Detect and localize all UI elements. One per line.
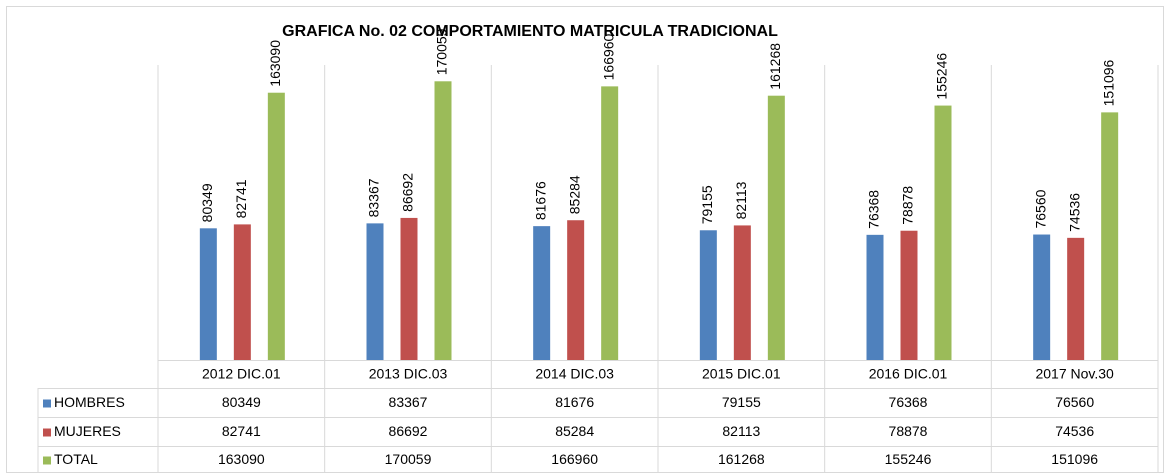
table-cell: 151096 <box>1051 451 1098 467</box>
x-tick-label: 2015 DIC.01 <box>702 366 781 382</box>
data-label: 74536 <box>1066 193 1082 232</box>
table-cell: 85284 <box>555 423 594 439</box>
bar <box>567 220 585 360</box>
x-tick-label: 2013 DIC.03 <box>369 366 448 382</box>
table-cell: 170059 <box>385 451 432 467</box>
table-cell: 74536 <box>1055 423 1094 439</box>
bar <box>733 225 751 360</box>
bar <box>233 224 251 360</box>
table-cell: 76368 <box>889 394 928 410</box>
data-label: 83367 <box>366 178 382 217</box>
data-label: 161268 <box>767 43 783 90</box>
data-label: 151096 <box>1100 59 1116 106</box>
legend-swatch <box>43 399 51 408</box>
table-cell: 79155 <box>722 394 761 410</box>
bar <box>1067 237 1085 360</box>
bar <box>699 230 717 360</box>
table-cell: 82741 <box>222 423 261 439</box>
table-cell: 83367 <box>389 394 428 410</box>
x-tick-label: 2014 DIC.03 <box>535 366 614 382</box>
bar <box>601 86 619 361</box>
table-cell: 82113 <box>722 423 760 439</box>
bar <box>1033 234 1051 360</box>
table-cell: 163090 <box>218 451 265 467</box>
table-cell: 86692 <box>389 423 428 439</box>
table-cell: 166960 <box>551 451 598 467</box>
data-label: 76368 <box>866 190 882 229</box>
table-cell: 80349 <box>222 394 261 410</box>
bar <box>866 234 884 360</box>
table-cell: 155246 <box>885 451 932 467</box>
data-label: 82113 <box>733 181 749 219</box>
table-cell: 78878 <box>889 423 928 439</box>
x-tick-label: 2016 DIC.01 <box>869 366 948 382</box>
data-label: 85284 <box>566 175 582 214</box>
data-label: 79155 <box>699 185 715 224</box>
bar <box>900 230 918 360</box>
x-tick-label: 2017 Nov.30 <box>1035 366 1114 382</box>
legend-label: HOMBRES <box>54 394 125 410</box>
legend-label: MUJERES <box>54 423 121 439</box>
legend-label: TOTAL <box>54 451 98 467</box>
data-label: 163090 <box>267 40 283 87</box>
bar <box>434 81 452 360</box>
legend-swatch <box>43 456 51 465</box>
data-label: 166960 <box>600 33 616 80</box>
bar <box>366 223 384 360</box>
data-label: 155246 <box>934 53 950 100</box>
table-cell: 81676 <box>555 394 594 410</box>
bar <box>533 226 551 360</box>
data-label: 86692 <box>400 173 416 212</box>
legend-swatch <box>43 428 51 437</box>
bar <box>199 228 217 360</box>
bar <box>934 105 952 360</box>
bar <box>400 217 418 360</box>
data-label: 81676 <box>532 181 548 220</box>
data-label: 170059 <box>434 28 450 75</box>
bar <box>1101 112 1119 360</box>
bar <box>267 92 285 360</box>
x-tick-label: 2012 DIC.01 <box>202 366 281 382</box>
data-label: 80349 <box>199 183 215 222</box>
data-label: 76560 <box>1032 189 1048 228</box>
data-label: 78878 <box>900 186 916 225</box>
table-cell: 76560 <box>1055 394 1094 410</box>
table-cell: 161268 <box>718 451 765 467</box>
chart-title: GRAFICA No. 02 COMPORTAMIENTO MATRICULA … <box>282 23 778 40</box>
data-label: 82741 <box>233 179 249 218</box>
bar <box>767 95 785 360</box>
